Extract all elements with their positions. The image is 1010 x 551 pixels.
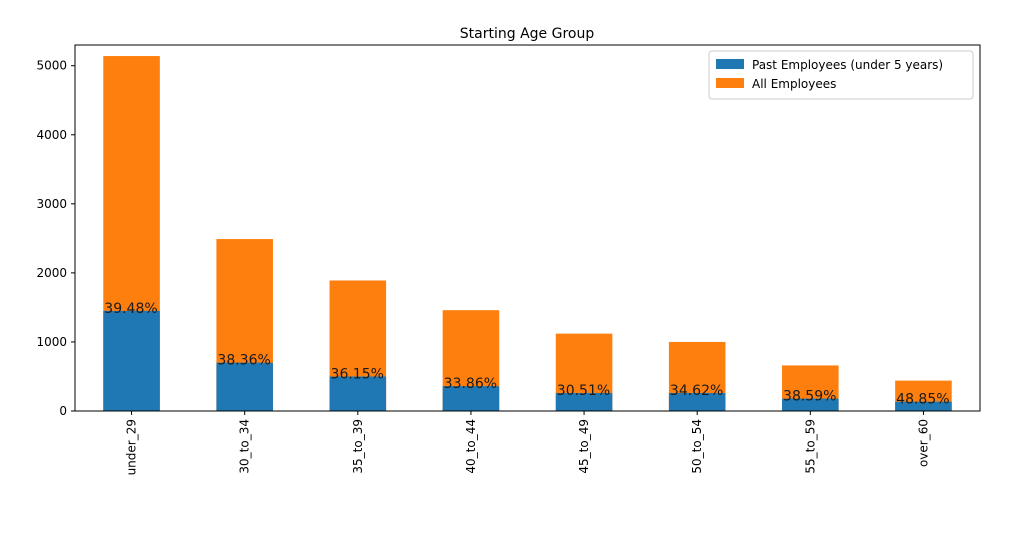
percent-label-55_to_59: 38.59% (783, 389, 836, 405)
y-tick-label-0: 0 (59, 404, 67, 418)
bars-layer (103, 56, 952, 411)
x-tick-label-over_60: over_60 (916, 419, 930, 467)
bar-past-employees-over_60 (895, 401, 952, 411)
percent-label-30_to_34: 38.36% (217, 353, 270, 369)
y-tick-label-3000: 3000 (36, 197, 67, 211)
y-tick-label-5000: 5000 (36, 59, 67, 73)
x-tick-label-35_to_39: 35_to_39 (351, 419, 365, 474)
x-tick-label-40_to_44: 40_to_44 (464, 419, 478, 474)
legend: Past Employees (under 5 years) All Employ… (708, 50, 974, 100)
bar-past-employees-55_to_59 (782, 398, 839, 411)
bar-past-employees-50_to_54 (668, 393, 726, 411)
percent-label-45_to_49: 30.51% (557, 383, 610, 399)
x-tick-label-50_to_54: 50_to_54 (690, 419, 704, 474)
x-tick-label-55_to_59: 55_to_59 (803, 419, 817, 474)
legend-box (708, 50, 974, 100)
y-tick-label-1000: 1000 (36, 335, 67, 349)
chart-title: Starting Age Group (460, 26, 595, 42)
percent-label-under_29: 39.48% (104, 301, 157, 317)
percent-label-over_60: 48.85% (896, 392, 949, 408)
percent-labels-layer: 39.48% 38.36% 36.15% 33.86% 30.51% 34.62% 38.5… (104, 301, 949, 408)
legend-label-1: All Employees (752, 77, 836, 91)
bar-past-employees-under_29 (103, 310, 160, 411)
percent-label-40_to_44: 33.86% (444, 376, 497, 392)
x-tick-label-45_to_49: 45_to_49 (577, 419, 591, 474)
bar-past-employees-30_to_34 (216, 362, 273, 411)
x-tick-label-30_to_34: 30_to_34 (238, 419, 252, 474)
plot-frame (74, 44, 981, 412)
legend-swatch-1 (716, 78, 744, 88)
bar-past-employees-40_to_44 (442, 386, 500, 411)
y-tick-label-4000: 4000 (36, 128, 67, 142)
axes-layer: under_29 30_to_34 35_to_39 40_to_44 45_to_49… (36, 44, 981, 475)
legend-swatch-0 (716, 59, 744, 69)
bar-past-employees-45_to_49 (555, 393, 613, 411)
percent-label-50_to_54: 34.62% (670, 383, 723, 399)
x-tick-label-under_29: under_29 (125, 419, 139, 475)
percent-label-35_to_39: 36.15% (331, 366, 384, 382)
y-tick-label-2000: 2000 (36, 266, 67, 280)
legend-label-0: Past Employees (under 5 years) (752, 58, 943, 72)
bar-past-employees-35_to_39 (329, 376, 387, 411)
